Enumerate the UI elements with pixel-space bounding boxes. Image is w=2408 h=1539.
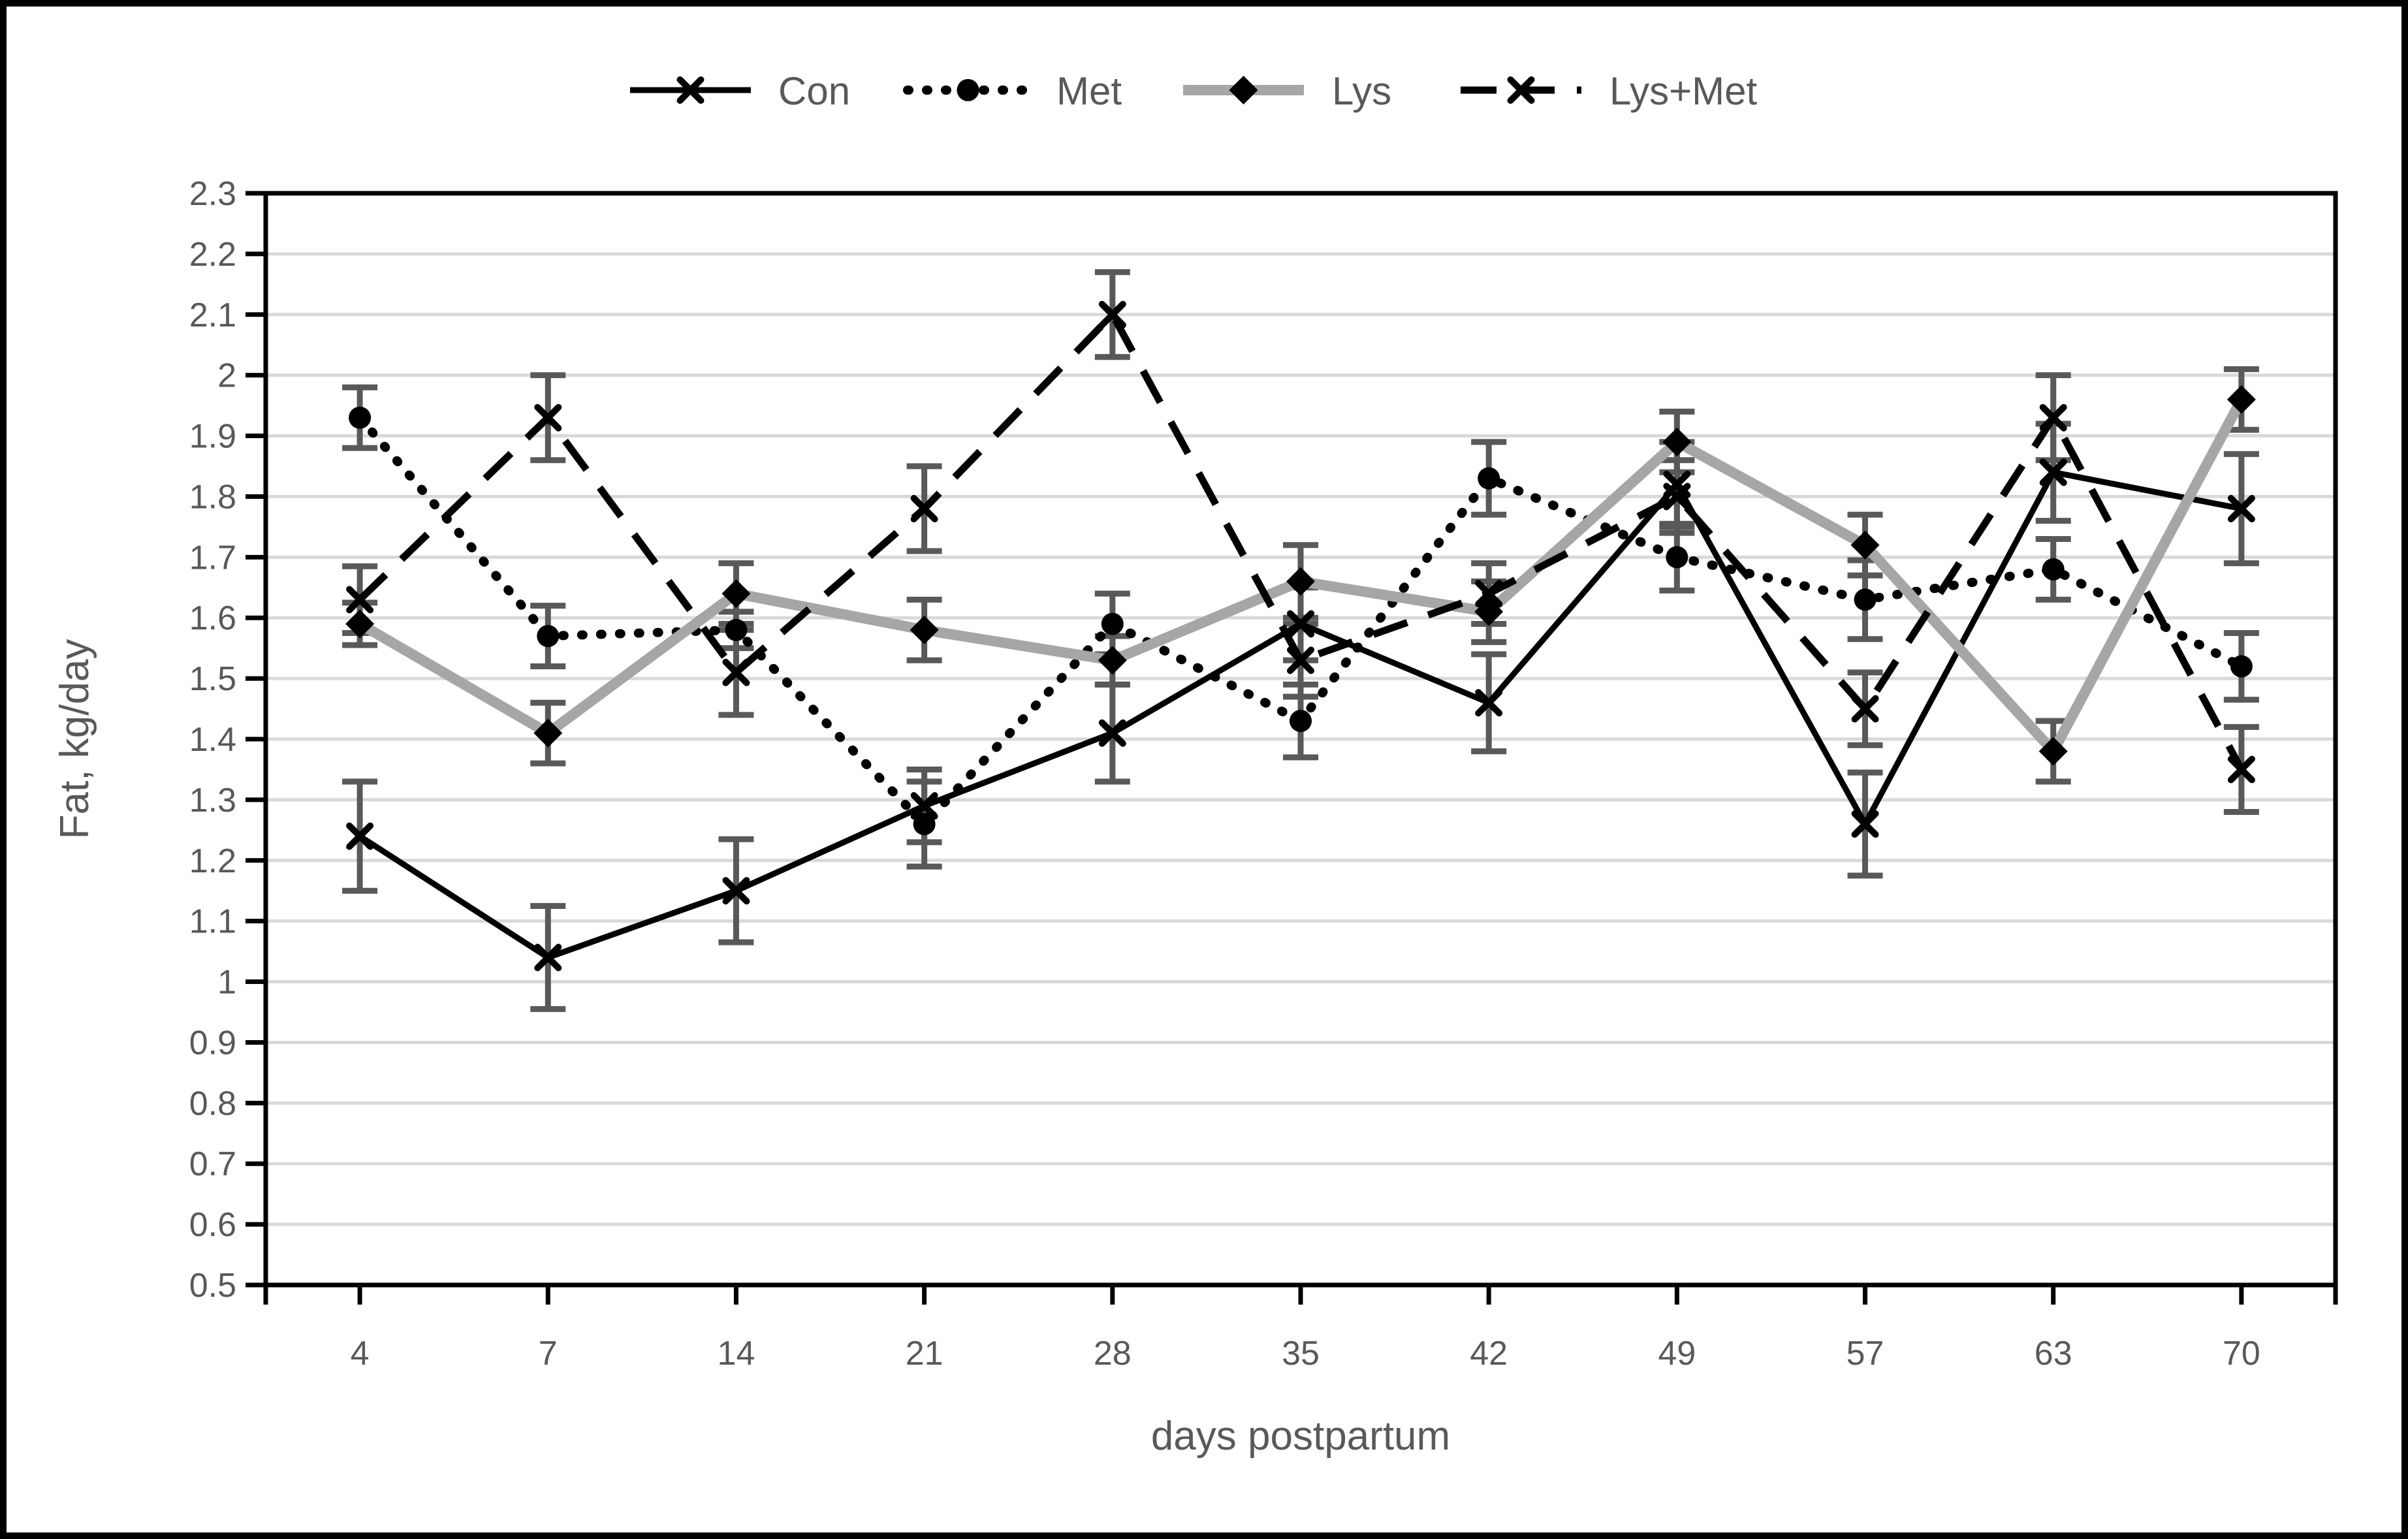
series-lys-diamond-marker (533, 718, 563, 748)
legend-label-met: Met (1056, 69, 1122, 113)
series-lys-met-x-marker (722, 658, 750, 686)
series-lys-met-x-marker (2039, 404, 2067, 432)
x-tick-label: 42 (1470, 1335, 1508, 1372)
series-lys-met-x-marker (1663, 483, 1691, 511)
series-lys-diamond-marker (2226, 385, 2256, 414)
series-con-x-marker (722, 877, 750, 905)
series-met-circle-marker (1666, 546, 1688, 569)
x-axis-title: days postpartum (1151, 1414, 1450, 1459)
series-met-circle-marker (2230, 655, 2253, 678)
series-lys-met-x-marker (2227, 755, 2255, 784)
series-lys-met-x-marker (910, 495, 938, 523)
y-tick-label: 2.3 (189, 175, 236, 213)
y-tick-label: 1.8 (189, 478, 236, 516)
legend-label-lys: Lys (1332, 69, 1391, 113)
x-tick-label: 70 (2223, 1335, 2260, 1372)
y-tick-label: 1.2 (189, 842, 236, 880)
y-tick-label: 0.9 (189, 1024, 236, 1062)
legend-label-con: Con (778, 69, 850, 113)
x-tick-label: 21 (906, 1335, 943, 1372)
series-lys-diamond-marker (910, 615, 939, 644)
y-tick-label: 0.7 (189, 1145, 236, 1183)
series-lys-diamond-marker (1286, 567, 1315, 596)
series-con-x-marker (1851, 810, 1879, 838)
y-tick-label: 0.8 (189, 1085, 236, 1122)
y-tick-label: 2.2 (189, 236, 236, 274)
plot-border (263, 191, 2338, 1288)
y-tick-label: 1.3 (189, 782, 236, 819)
series-con-x-marker (1098, 719, 1126, 747)
x-tick-label: 14 (718, 1335, 755, 1372)
series-lys-met-x-marker (1475, 580, 1503, 608)
legend-met-circle-marker (957, 79, 979, 101)
x-tick-label: 63 (2035, 1335, 2072, 1372)
series-met-circle-marker (1478, 467, 1500, 490)
series-met-circle-marker (537, 625, 560, 648)
series-met-circle-marker (913, 813, 936, 836)
series-met-circle-marker (1290, 710, 1312, 733)
series-met-circle-marker (1854, 588, 1877, 611)
series-lys-met-x-marker (534, 404, 562, 432)
y-tick-label: 0.5 (189, 1267, 236, 1305)
series-lys-met-x-marker (1098, 300, 1126, 328)
x-tick-label: 28 (1094, 1335, 1132, 1372)
series-con-x-marker (2227, 495, 2255, 523)
x-tick-label: 49 (1658, 1335, 1696, 1372)
series-lys-met-x-marker (1851, 695, 1879, 723)
y-tick-label: 2.1 (189, 296, 236, 334)
series-lys-diamond-marker (1662, 427, 1692, 456)
series-met-circle-marker (2042, 558, 2065, 580)
y-tick-label: 1.4 (189, 721, 236, 759)
y-tick-label: 1 (217, 964, 236, 1002)
y-tick-label: 2 (217, 357, 236, 395)
series-met-circle-marker (1101, 612, 1124, 635)
series-line-lys-met (357, 311, 2245, 772)
legend-label-lys-met: Lys+Met (1609, 69, 1758, 113)
series-con-x-marker (1287, 610, 1314, 638)
x-tick-label: 35 (1282, 1335, 1320, 1372)
series-lys-met-x-marker (1287, 646, 1314, 674)
y-tick-label: 0.6 (189, 1206, 236, 1244)
series-con-x-marker (1475, 689, 1503, 717)
series-lys-diamond-marker (345, 609, 375, 639)
series-con-x-marker (346, 822, 374, 850)
y-tick-label: 1.1 (189, 903, 236, 941)
legend-lys-diamond-marker (1229, 76, 1258, 104)
y-tick-label: 1.7 (189, 539, 236, 577)
series-met-circle-marker (725, 618, 748, 641)
y-axis-title: Fat, kg/day (52, 639, 97, 840)
x-tick-label: 4 (351, 1335, 370, 1372)
y-tick-label: 1.9 (189, 418, 236, 456)
legend-lys-met-x-marker (1507, 76, 1535, 104)
y-tick-label: 1.5 (189, 660, 236, 698)
series-lys-diamond-marker (1098, 646, 1127, 675)
series-con-x-marker (2039, 458, 2067, 486)
series-met-circle-marker (349, 406, 372, 429)
series-lys-diamond-marker (2038, 737, 2068, 766)
y-tick-label: 1.6 (189, 599, 236, 637)
x-tick-label: 57 (1846, 1335, 1884, 1372)
series-lys-met-x-marker (346, 586, 374, 614)
x-tick-label: 7 (539, 1335, 558, 1372)
series-lys-diamond-marker (1850, 530, 1880, 560)
series-con-x-marker (534, 944, 562, 972)
legend-con-x-marker (676, 76, 705, 104)
series-lys-diamond-marker (721, 579, 751, 609)
